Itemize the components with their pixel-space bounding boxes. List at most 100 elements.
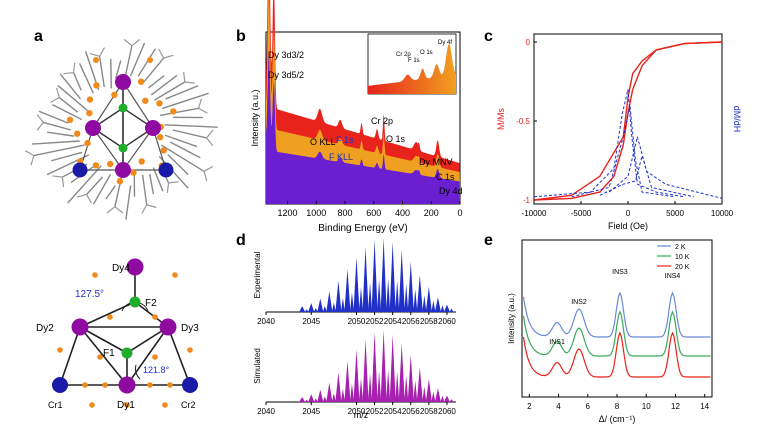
oxygen-atom — [107, 160, 114, 168]
ms-subpeak — [331, 393, 336, 402]
bridging-oxygen — [147, 382, 153, 388]
dysprosium-atom-dy1 — [118, 376, 136, 394]
ms-peak — [344, 360, 351, 402]
atom-label-dy2: Dy2 — [36, 323, 54, 334]
y-tick-label: 0 — [526, 38, 531, 47]
oxygen-atom — [66, 116, 74, 124]
x-tick-label: 2040 — [257, 407, 275, 416]
methyl-bond — [76, 193, 87, 198]
fluorine-atom-f2 — [129, 296, 141, 308]
inset-spectrum — [368, 43, 456, 94]
ligand-bond — [152, 167, 164, 192]
magnetization-chart: -10000 -5000 0 5000 10000 0 -0.5 -1 Field (Oe) M/… — [496, 33, 742, 231]
peak-annotation: Dy 3d3/2 — [268, 50, 304, 60]
bridging-oxygen — [89, 402, 95, 408]
methyl-bond — [30, 155, 35, 166]
methyl-bond — [168, 181, 179, 184]
ligand-bond — [164, 134, 198, 148]
bridging-oxygen — [97, 354, 103, 360]
ins-curve-1 — [522, 310, 711, 357]
ligand-bond — [43, 121, 72, 131]
ms-subpeak — [322, 396, 327, 402]
core-bond — [59, 326, 81, 386]
dysprosium-atom — [85, 120, 101, 136]
ms-peak — [353, 257, 360, 312]
inset-peak-label: Dy 4f — [438, 40, 452, 46]
ins-chart: 2 4 6 8 10 12 14 Δ/ (cm⁻¹) Intensity (a.u.) INS1 I… — [507, 239, 713, 424]
peak-annotation: Dy 4d — [439, 186, 463, 196]
oxygen-atom — [92, 162, 100, 169]
methyl-bond — [163, 54, 174, 59]
chromium-atom — [158, 162, 174, 178]
dysprosium-atom — [145, 120, 161, 136]
ms-subpeak — [440, 395, 445, 402]
ms-subpeak — [368, 282, 373, 312]
bridging-oxygen — [82, 382, 88, 388]
peak-label: INS2 — [571, 299, 587, 306]
ms-subpeak — [377, 279, 382, 312]
oxygen-atom — [73, 130, 81, 137]
inset-peak-label: F 1s — [408, 58, 420, 64]
methyl-bond — [146, 204, 157, 209]
bridging-oxygen — [152, 314, 158, 320]
oxygen-atom — [130, 169, 137, 176]
plot-frame — [533, 33, 723, 205]
ms-peak — [389, 334, 396, 402]
methyl-bond — [36, 122, 44, 131]
methyl-bond — [184, 81, 195, 84]
core-schematic: Dy4 F2 Dy2 Dy3 F1 Cr1 Dy1 Cr2 127.5° 121.8° — [36, 258, 199, 411]
ligand-bond — [78, 63, 94, 94]
methyl-bond — [203, 165, 214, 172]
oxygen-atom — [116, 178, 124, 185]
x-axis-label: m/z — [354, 410, 369, 420]
series-label-0: Experimental — [253, 251, 262, 298]
methyl-bond — [114, 206, 124, 214]
ligand-bond — [172, 129, 207, 139]
core-bond — [79, 326, 128, 354]
chromium-atom-cr1 — [52, 377, 68, 393]
y-axis-label-left: M/Ms — [496, 108, 506, 130]
ms-subpeak — [404, 284, 409, 312]
ms-subpeak — [304, 399, 309, 402]
ms-peak — [299, 306, 306, 312]
ligand-bond — [105, 185, 116, 200]
atom-label-cr1: Cr1 — [48, 400, 63, 410]
atom-label-dy3: Dy3 — [181, 323, 199, 334]
ms-subpeak — [313, 398, 318, 402]
ms-peak — [407, 261, 414, 312]
ms-peak — [434, 297, 441, 312]
methyl-bond — [36, 114, 44, 123]
ligand-bond — [162, 92, 209, 110]
ms-subpeak — [440, 305, 445, 312]
ligand-bond — [148, 75, 165, 89]
ligand-bond — [32, 140, 80, 145]
ms-subpeak — [340, 388, 345, 402]
ms-peak — [425, 378, 432, 402]
x-tick-label: 2054 — [384, 317, 402, 326]
ms-peak — [443, 304, 450, 312]
oxygen-atom — [157, 133, 164, 141]
oxygen-atom — [147, 57, 153, 63]
panel-c-label: c — [484, 28, 493, 45]
ms-peak — [362, 246, 369, 312]
oxygen-atom — [86, 96, 94, 103]
ms-peak — [389, 241, 396, 312]
legend-label: 10 K — [675, 254, 690, 261]
bridging-oxygen — [187, 347, 193, 353]
ligand-bond — [159, 107, 199, 117]
angle-arc-bottom — [135, 364, 141, 380]
x-axis-label: Δ/ (cm⁻¹) — [599, 414, 636, 424]
ms-peak — [434, 388, 441, 402]
atom-label-cr2: Cr2 — [181, 400, 196, 410]
ms-subpeak — [359, 378, 363, 402]
ms-peak — [443, 395, 450, 402]
series-label-1: Simulated — [253, 348, 262, 384]
ligand-bond — [46, 154, 90, 176]
ms-peak — [380, 330, 387, 402]
x-tick-label: 2045 — [302, 317, 320, 326]
ms-peak — [317, 298, 324, 312]
legend-label: 2 K — [675, 244, 686, 251]
xps-chart: 1200 1000 800 600 400 200 0 Binding Energy (eV)… — [250, 0, 463, 234]
ms-subpeak — [413, 380, 418, 402]
x-tick-label: 800 — [338, 208, 353, 218]
